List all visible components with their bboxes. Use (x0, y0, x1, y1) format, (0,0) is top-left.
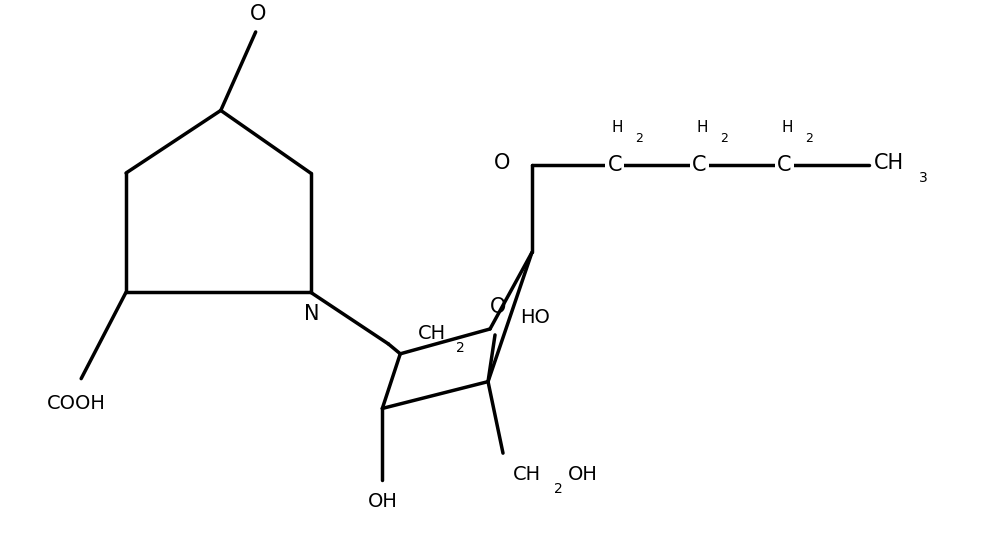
Text: O: O (249, 4, 266, 24)
Text: COOH: COOH (47, 394, 106, 413)
Text: OH: OH (367, 492, 397, 512)
Text: C: C (692, 155, 707, 175)
Text: H: H (781, 120, 793, 135)
Text: 2: 2 (720, 132, 728, 145)
Text: H: H (612, 120, 623, 135)
Text: 3: 3 (919, 171, 928, 185)
Text: 2: 2 (554, 482, 563, 496)
Text: OH: OH (568, 466, 598, 484)
Text: H: H (697, 120, 708, 135)
Text: C: C (607, 155, 622, 175)
Text: 2: 2 (456, 341, 465, 355)
Text: HO: HO (520, 308, 550, 327)
Text: CH: CH (874, 153, 904, 173)
Text: N: N (304, 304, 319, 324)
Text: CH: CH (418, 325, 446, 343)
Text: CH: CH (513, 466, 541, 484)
Text: O: O (490, 297, 506, 317)
Text: O: O (494, 153, 510, 173)
Text: C: C (777, 155, 791, 175)
Text: 2: 2 (636, 132, 643, 145)
Text: 2: 2 (805, 132, 813, 145)
